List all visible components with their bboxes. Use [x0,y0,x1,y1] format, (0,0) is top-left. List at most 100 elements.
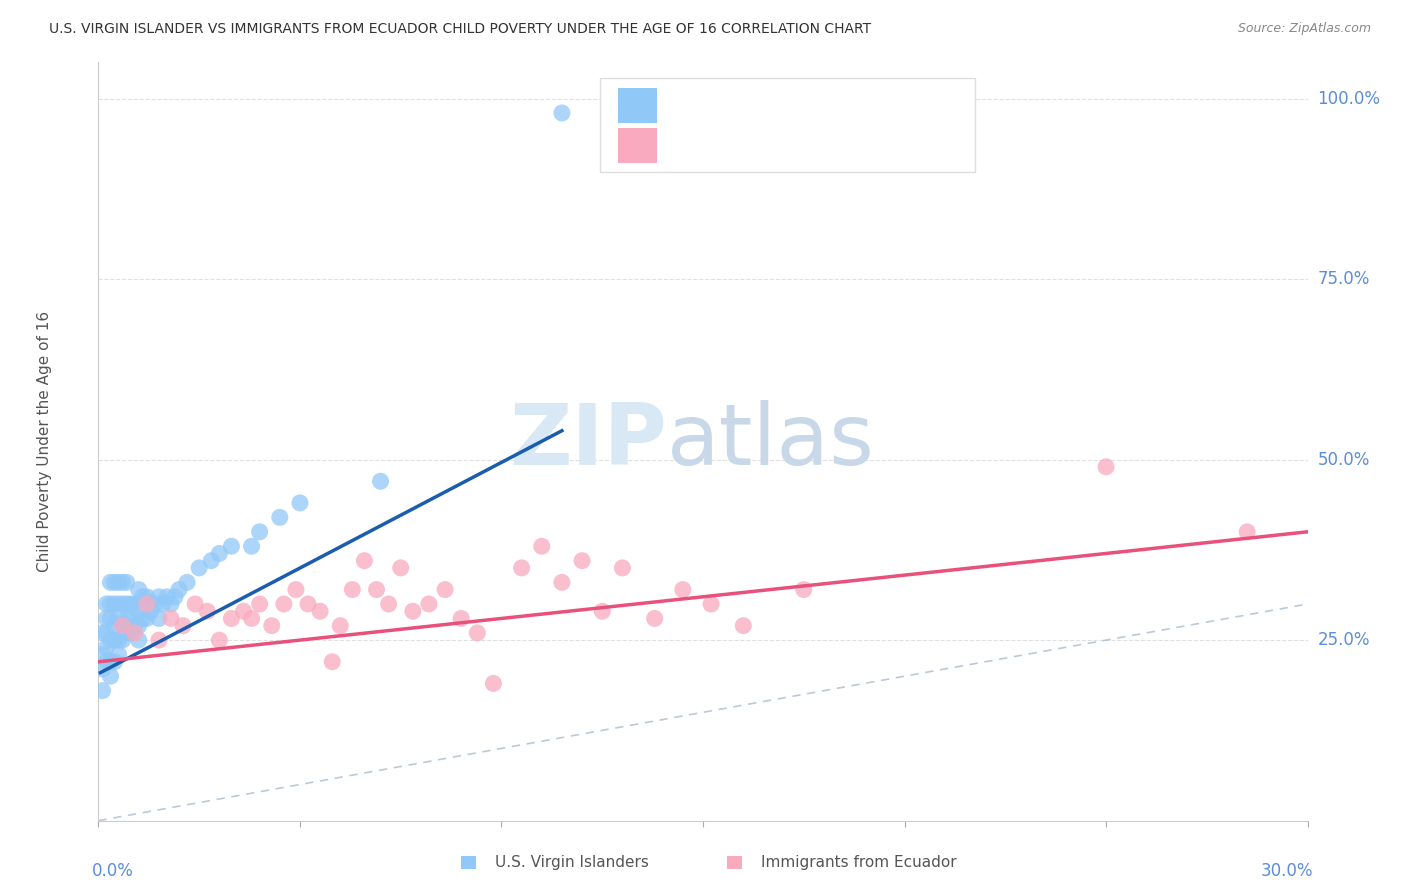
Point [100,655,122,669]
Point [172,618,194,632]
Point [672,582,695,597]
Point [208,633,231,648]
Text: U.S. Virgin Islanders: U.S. Virgin Islanders [495,855,650,870]
Point [107,611,129,625]
Bar [461,855,477,869]
Text: N = 44: N = 44 [818,136,886,155]
FancyBboxPatch shape [619,128,657,163]
Point [465,626,488,640]
Point [107,648,129,662]
Point [700,597,723,611]
Text: Immigrants from Ecuador: Immigrants from Ecuador [761,855,956,870]
Point [100,669,122,683]
Point [128,582,150,597]
Point [482,676,505,690]
Point [103,655,125,669]
Point [124,597,146,611]
Point [107,597,129,611]
Point [100,611,122,625]
Point [103,618,125,632]
Bar [727,855,742,869]
Point [167,582,190,597]
Point [571,554,593,568]
Point [200,554,222,568]
Point [107,575,129,590]
Point [284,582,307,597]
Point [111,597,134,611]
Text: 25.0%: 25.0% [1317,632,1369,649]
Text: 100.0%: 100.0% [1317,89,1381,108]
Point [644,611,666,625]
Text: 75.0%: 75.0% [1317,270,1369,288]
Point [402,604,425,618]
Text: R = 0.444: R = 0.444 [666,96,765,115]
Point [132,611,155,625]
Point [321,655,343,669]
Point [135,611,157,625]
Point [96,626,118,640]
Point [221,539,243,553]
Point [139,604,162,618]
Point [793,582,815,597]
Point [135,597,157,611]
Point [120,597,142,611]
Point [160,611,183,625]
Point [91,662,114,676]
Point [96,640,118,655]
Text: U.S. VIRGIN ISLANDER VS IMMIGRANTS FROM ECUADOR CHILD POVERTY UNDER THE AGE OF 1: U.S. VIRGIN ISLANDER VS IMMIGRANTS FROM … [49,22,872,37]
Point [309,604,332,618]
Point [434,582,457,597]
Point [249,524,271,539]
Point [288,496,311,510]
Point [342,582,364,597]
Point [221,611,243,625]
Point [148,633,170,648]
Point [111,575,134,590]
Point [450,611,472,625]
Point [115,626,138,640]
Text: atlas: atlas [666,400,875,483]
Point [160,597,183,611]
Point [111,633,134,648]
Point [733,618,755,632]
FancyBboxPatch shape [600,78,976,172]
Point [232,604,254,618]
Point [124,618,146,632]
Point [551,106,574,120]
Point [148,611,170,625]
Point [103,597,125,611]
Point [103,633,125,648]
Point [353,554,375,568]
Point [366,582,388,597]
Point [176,575,198,590]
Point [297,597,319,611]
Point [107,633,129,648]
Point [91,648,114,662]
Point [128,633,150,648]
Point [132,590,155,604]
Text: ZIP: ZIP [509,400,666,483]
Text: R = 0.370: R = 0.370 [666,136,765,155]
Point [1236,524,1258,539]
Point [111,618,134,632]
Point [156,590,179,604]
Text: Child Poverty Under the Age of 16: Child Poverty Under the Age of 16 [37,311,52,572]
Point [377,597,399,611]
Point [530,539,553,553]
FancyBboxPatch shape [619,88,657,123]
Point [152,597,174,611]
Point [163,590,186,604]
Point [389,561,412,575]
Point [260,618,283,632]
Text: N = 66: N = 66 [818,96,886,115]
Point [273,597,295,611]
Point [269,510,291,524]
Point [91,626,114,640]
Point [100,575,122,590]
Point [148,590,170,604]
Point [208,546,231,560]
Point [510,561,533,575]
Point [591,604,613,618]
Text: 50.0%: 50.0% [1317,450,1369,468]
Point [612,561,634,575]
